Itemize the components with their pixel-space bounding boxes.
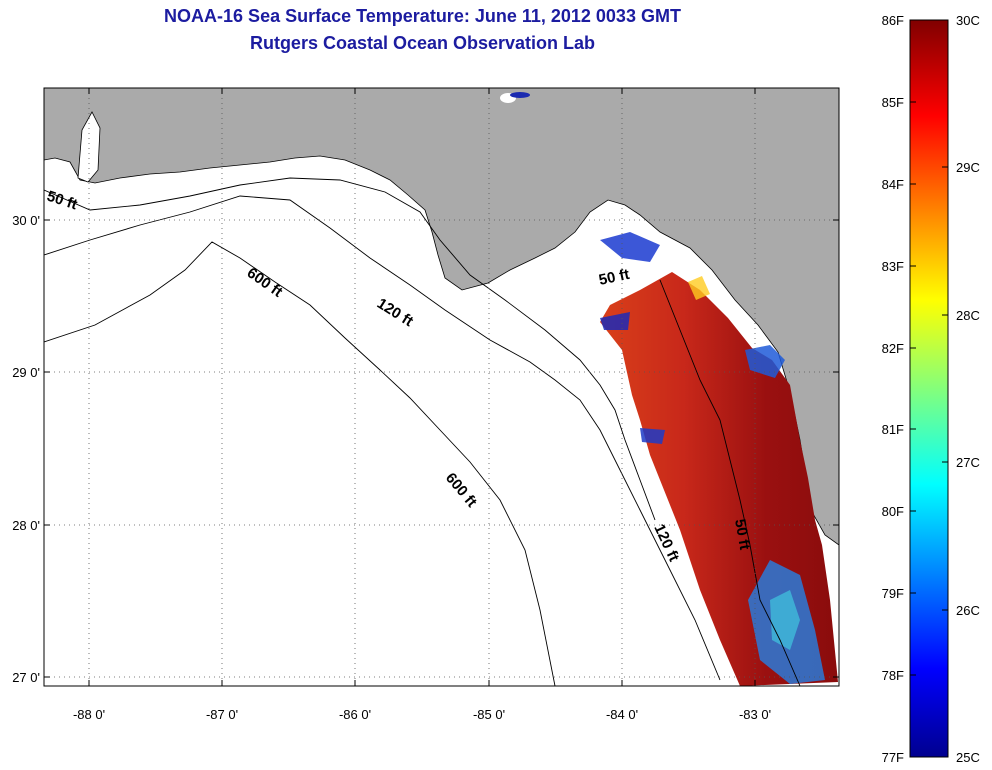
x-tick-label: -86 0'	[339, 707, 371, 722]
y-tick-label: 27 0'	[12, 670, 40, 685]
contour-label: 50 ft	[731, 518, 753, 551]
colorbar-f-label: 84F	[882, 177, 904, 192]
x-tick-label: -84 0'	[606, 707, 638, 722]
sst-cool-patch	[640, 428, 665, 444]
map-frame	[43, 87, 840, 687]
colorbar-c-label: 26C	[956, 603, 980, 618]
x-tick-label: -85 0'	[473, 707, 505, 722]
y-tick-label: 30 0'	[12, 213, 40, 228]
colorbar-c-label: 29C	[956, 160, 980, 175]
sst-cool-patch	[600, 312, 630, 330]
contour-50ft-east	[659, 279, 801, 686]
y-tick-label: 28 0'	[12, 518, 40, 533]
colorbar-f-label: 77F	[882, 750, 904, 765]
x-tick-label: -88 0'	[73, 707, 105, 722]
colorbar-f-label: 81F	[882, 422, 904, 437]
tick-marks	[44, 88, 839, 686]
colorbar-f-label: 85F	[882, 95, 904, 110]
colorbar-ticks	[910, 101, 948, 676]
colorbar-f-label: 83F	[882, 259, 904, 274]
title-line-1: NOAA-16 Sea Surface Temperature: June 11…	[164, 6, 681, 26]
title-line-2: Rutgers Coastal Ocean Observation Lab	[249, 33, 596, 53]
colorbar-f-label: 78F	[882, 668, 904, 683]
bay-inlet	[77, 111, 101, 183]
colorbar-f-label: 80F	[882, 504, 904, 519]
colorbar-c-label: 28C	[956, 308, 980, 323]
colorbar-f-labels: 86F 85F 84F 83F 82F 81F 80F 79F 78F 77F	[882, 13, 904, 765]
colorbar-f-label: 86F	[882, 13, 904, 28]
contour-label: 50 ft	[597, 266, 631, 289]
sst-cool-patch	[600, 232, 660, 262]
y-tick-label: 29 0'	[12, 365, 40, 380]
colorbar-c-label: 30C	[956, 13, 980, 28]
colorbar-c-label: 27C	[956, 455, 980, 470]
contour-50ft	[44, 177, 656, 521]
x-tick-label: -83 0'	[739, 707, 771, 722]
island	[510, 92, 530, 98]
sst-cool-patch	[688, 276, 710, 300]
colorbar-c-labels: 30C 29C 28C 27C 26C 25C	[956, 13, 980, 765]
contour-120ft	[44, 195, 721, 681]
x-tick-label: -87 0'	[206, 707, 238, 722]
x-tick-labels: -88 0' -87 0' -86 0' -85 0' -84 0' -83 0…	[73, 707, 771, 722]
colorbar	[909, 19, 949, 758]
colorbar-f-label: 82F	[882, 341, 904, 356]
colorbar-f-label: 79F	[882, 586, 904, 601]
y-tick-labels: 30 0' 29 0' 28 0' 27 0'	[12, 213, 40, 685]
colorbar-c-label: 25C	[956, 750, 980, 765]
contour-600ft	[44, 241, 556, 686]
